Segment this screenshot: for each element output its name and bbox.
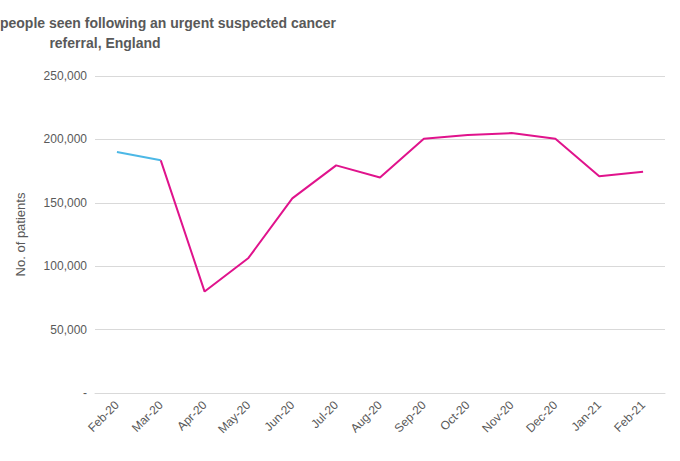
svg-text:Mar-20: Mar-20 [129, 398, 166, 435]
svg-text:50,000: 50,000 [50, 323, 87, 337]
svg-text:-: - [83, 386, 87, 400]
svg-text:Jan-21: Jan-21 [568, 398, 604, 434]
svg-text:100,000: 100,000 [44, 259, 88, 273]
svg-text:Monthly number of people seen: Monthly number of people seen following … [0, 15, 340, 31]
svg-text:250,000: 250,000 [44, 69, 88, 83]
svg-text:Aug-20: Aug-20 [348, 398, 385, 435]
svg-text:Apr-20: Apr-20 [174, 398, 210, 434]
svg-text:Jul-20: Jul-20 [308, 398, 341, 431]
svg-text:Nov-20: Nov-20 [479, 398, 516, 435]
svg-text:May-20: May-20 [215, 398, 253, 436]
svg-text:Feb-21: Feb-21 [611, 398, 648, 435]
svg-text:Dec-20: Dec-20 [523, 398, 560, 435]
svg-text:Feb-20: Feb-20 [85, 398, 122, 435]
svg-text:referral, England: referral, England [49, 35, 160, 51]
svg-text:Sep-20: Sep-20 [392, 398, 429, 435]
svg-text:150,000: 150,000 [44, 196, 88, 210]
svg-text:Jun-20: Jun-20 [261, 398, 297, 434]
svg-text:200,000: 200,000 [44, 132, 88, 146]
svg-text:No. of patients: No. of patients [13, 192, 28, 276]
svg-text:Oct-20: Oct-20 [437, 398, 473, 434]
